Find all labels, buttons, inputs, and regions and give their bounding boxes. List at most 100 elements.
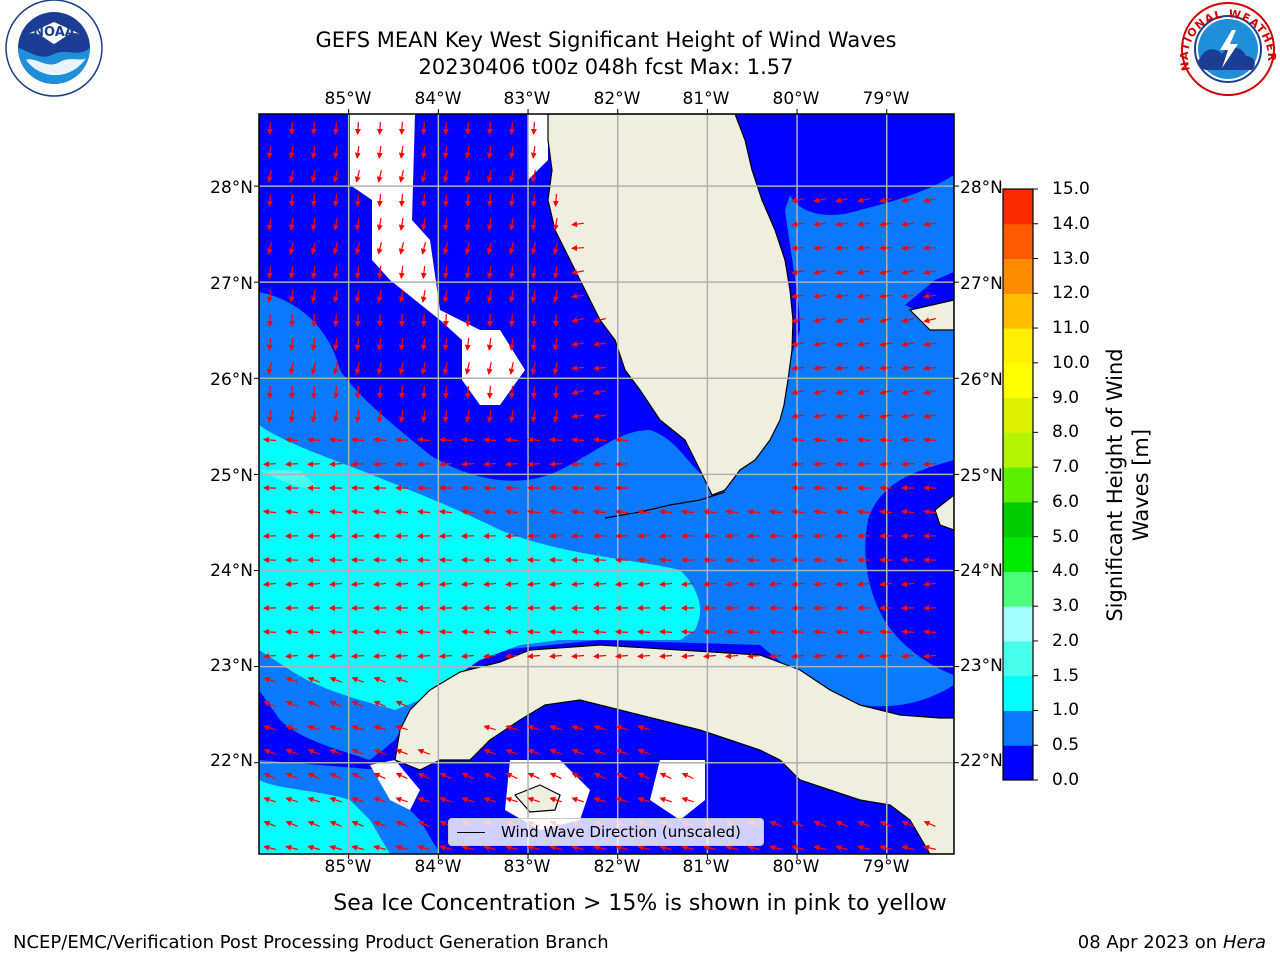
wind-arrow xyxy=(505,436,519,443)
wind-arrow xyxy=(637,724,650,731)
wind-arrow xyxy=(508,338,515,351)
colorbar-tick-label: 12.0 xyxy=(1052,283,1090,304)
wind-arrow xyxy=(571,748,584,755)
wind-arrow xyxy=(835,197,849,204)
wind-arrow xyxy=(329,796,342,803)
lat-label-left: 24°N xyxy=(210,561,253,581)
wind-arrow xyxy=(307,508,321,515)
wind-arrow xyxy=(813,365,827,372)
wind-arrow xyxy=(552,313,559,327)
wind-arrow xyxy=(486,170,493,183)
wind-arrow xyxy=(398,385,405,399)
wind-arrow xyxy=(530,146,537,159)
wind-arrow xyxy=(310,146,317,159)
wind-arrow xyxy=(332,265,339,279)
wind-arrow xyxy=(637,628,651,635)
wind-arrow xyxy=(486,410,493,423)
wind-arrow xyxy=(879,844,892,851)
wind-arrow xyxy=(288,121,295,135)
colorbar-title: Significant Height of Wind Waves [m] xyxy=(1103,348,1153,622)
wind-arrow xyxy=(879,413,892,420)
wind-arrow xyxy=(420,265,427,279)
wind-arrow xyxy=(835,413,848,420)
wind-arrow xyxy=(571,796,584,803)
wind-arrow xyxy=(395,844,408,851)
wind-arrow xyxy=(417,653,431,660)
wind-arrow xyxy=(791,389,804,396)
land-cuba xyxy=(394,644,954,854)
wind-arrow xyxy=(857,317,870,324)
wind-arrow xyxy=(791,461,805,468)
wind-arrow xyxy=(439,772,452,780)
wind-arrow xyxy=(747,508,761,515)
wind-arrow xyxy=(420,121,427,135)
wind-arrow xyxy=(332,385,339,399)
wind-arrow xyxy=(483,772,496,780)
wind-arrow xyxy=(879,341,893,348)
wind-arrow xyxy=(351,772,364,780)
wind-arrow xyxy=(552,242,559,255)
wind-arrow xyxy=(486,289,493,303)
wind-arrow xyxy=(857,341,871,348)
wind-arrow xyxy=(263,436,277,443)
wind-arrow xyxy=(835,341,849,348)
wind-arrow xyxy=(395,508,409,515)
colorbar xyxy=(1002,188,1038,781)
wind-arrow xyxy=(464,338,471,351)
wind-arrow xyxy=(593,365,607,372)
lon-label-bottom: 83°W xyxy=(503,857,551,877)
wind-arrow xyxy=(439,581,453,588)
wind-arrow xyxy=(508,242,515,255)
wind-arrow xyxy=(508,289,515,303)
wind-arrow xyxy=(263,748,276,755)
wind-arrow xyxy=(420,313,427,327)
colorbar-segment xyxy=(1003,467,1033,503)
wind-arrow xyxy=(266,338,273,351)
wind-arrow xyxy=(552,193,559,207)
wind-arrow xyxy=(332,242,339,255)
wind-arrow xyxy=(791,293,805,300)
wind-arrow xyxy=(420,385,427,399)
wind-arrow xyxy=(681,508,695,515)
wind-arrow xyxy=(329,628,343,635)
wind-arrow xyxy=(395,461,409,468)
wind-arrow xyxy=(835,820,848,827)
wind-arrow xyxy=(285,700,298,708)
wind-arrow xyxy=(263,820,276,827)
wind-arrow xyxy=(307,461,321,468)
wind-arrow xyxy=(901,581,915,588)
colorbar-tick-label: 0.0 xyxy=(1052,770,1080,790)
wind-arrow xyxy=(571,245,585,252)
footer-date: 08 Apr 2023 on Hera xyxy=(1078,932,1266,954)
wind-arrow xyxy=(857,820,870,827)
lat-label-right: 25°N xyxy=(960,466,1003,486)
wind-arrow xyxy=(508,385,515,399)
wind-arrow xyxy=(263,628,277,635)
wind-arrow xyxy=(835,844,848,851)
wind-arrow xyxy=(288,361,295,375)
lat-label-right: 26°N xyxy=(960,370,1003,390)
wind-arrow xyxy=(395,653,409,660)
colorbar-segment xyxy=(1003,189,1033,225)
wind-arrow xyxy=(530,289,537,303)
lon-label-bottom: 79°W xyxy=(862,857,910,877)
wind-arrow xyxy=(376,313,383,327)
wind-arrow xyxy=(417,796,430,803)
wind-arrow xyxy=(310,361,317,375)
wind-arrow xyxy=(857,413,870,420)
wind-arrow xyxy=(615,628,629,635)
wind-arrow xyxy=(395,796,408,803)
wind-arrow xyxy=(857,245,871,252)
wind-arrow xyxy=(398,242,405,255)
wind-arrow xyxy=(813,413,826,420)
wind-arrow xyxy=(332,193,339,207)
wind-arrow xyxy=(442,217,449,231)
wind-arrow xyxy=(857,461,871,468)
wind-arrow xyxy=(351,676,364,683)
wind-arrow xyxy=(307,796,320,803)
legend-label: Wind Wave Direction (unscaled) xyxy=(501,823,741,841)
wind-arrow xyxy=(307,748,320,755)
wind-arrow xyxy=(901,221,914,228)
wind-arrow xyxy=(901,820,914,827)
wind-arrow xyxy=(923,653,937,660)
